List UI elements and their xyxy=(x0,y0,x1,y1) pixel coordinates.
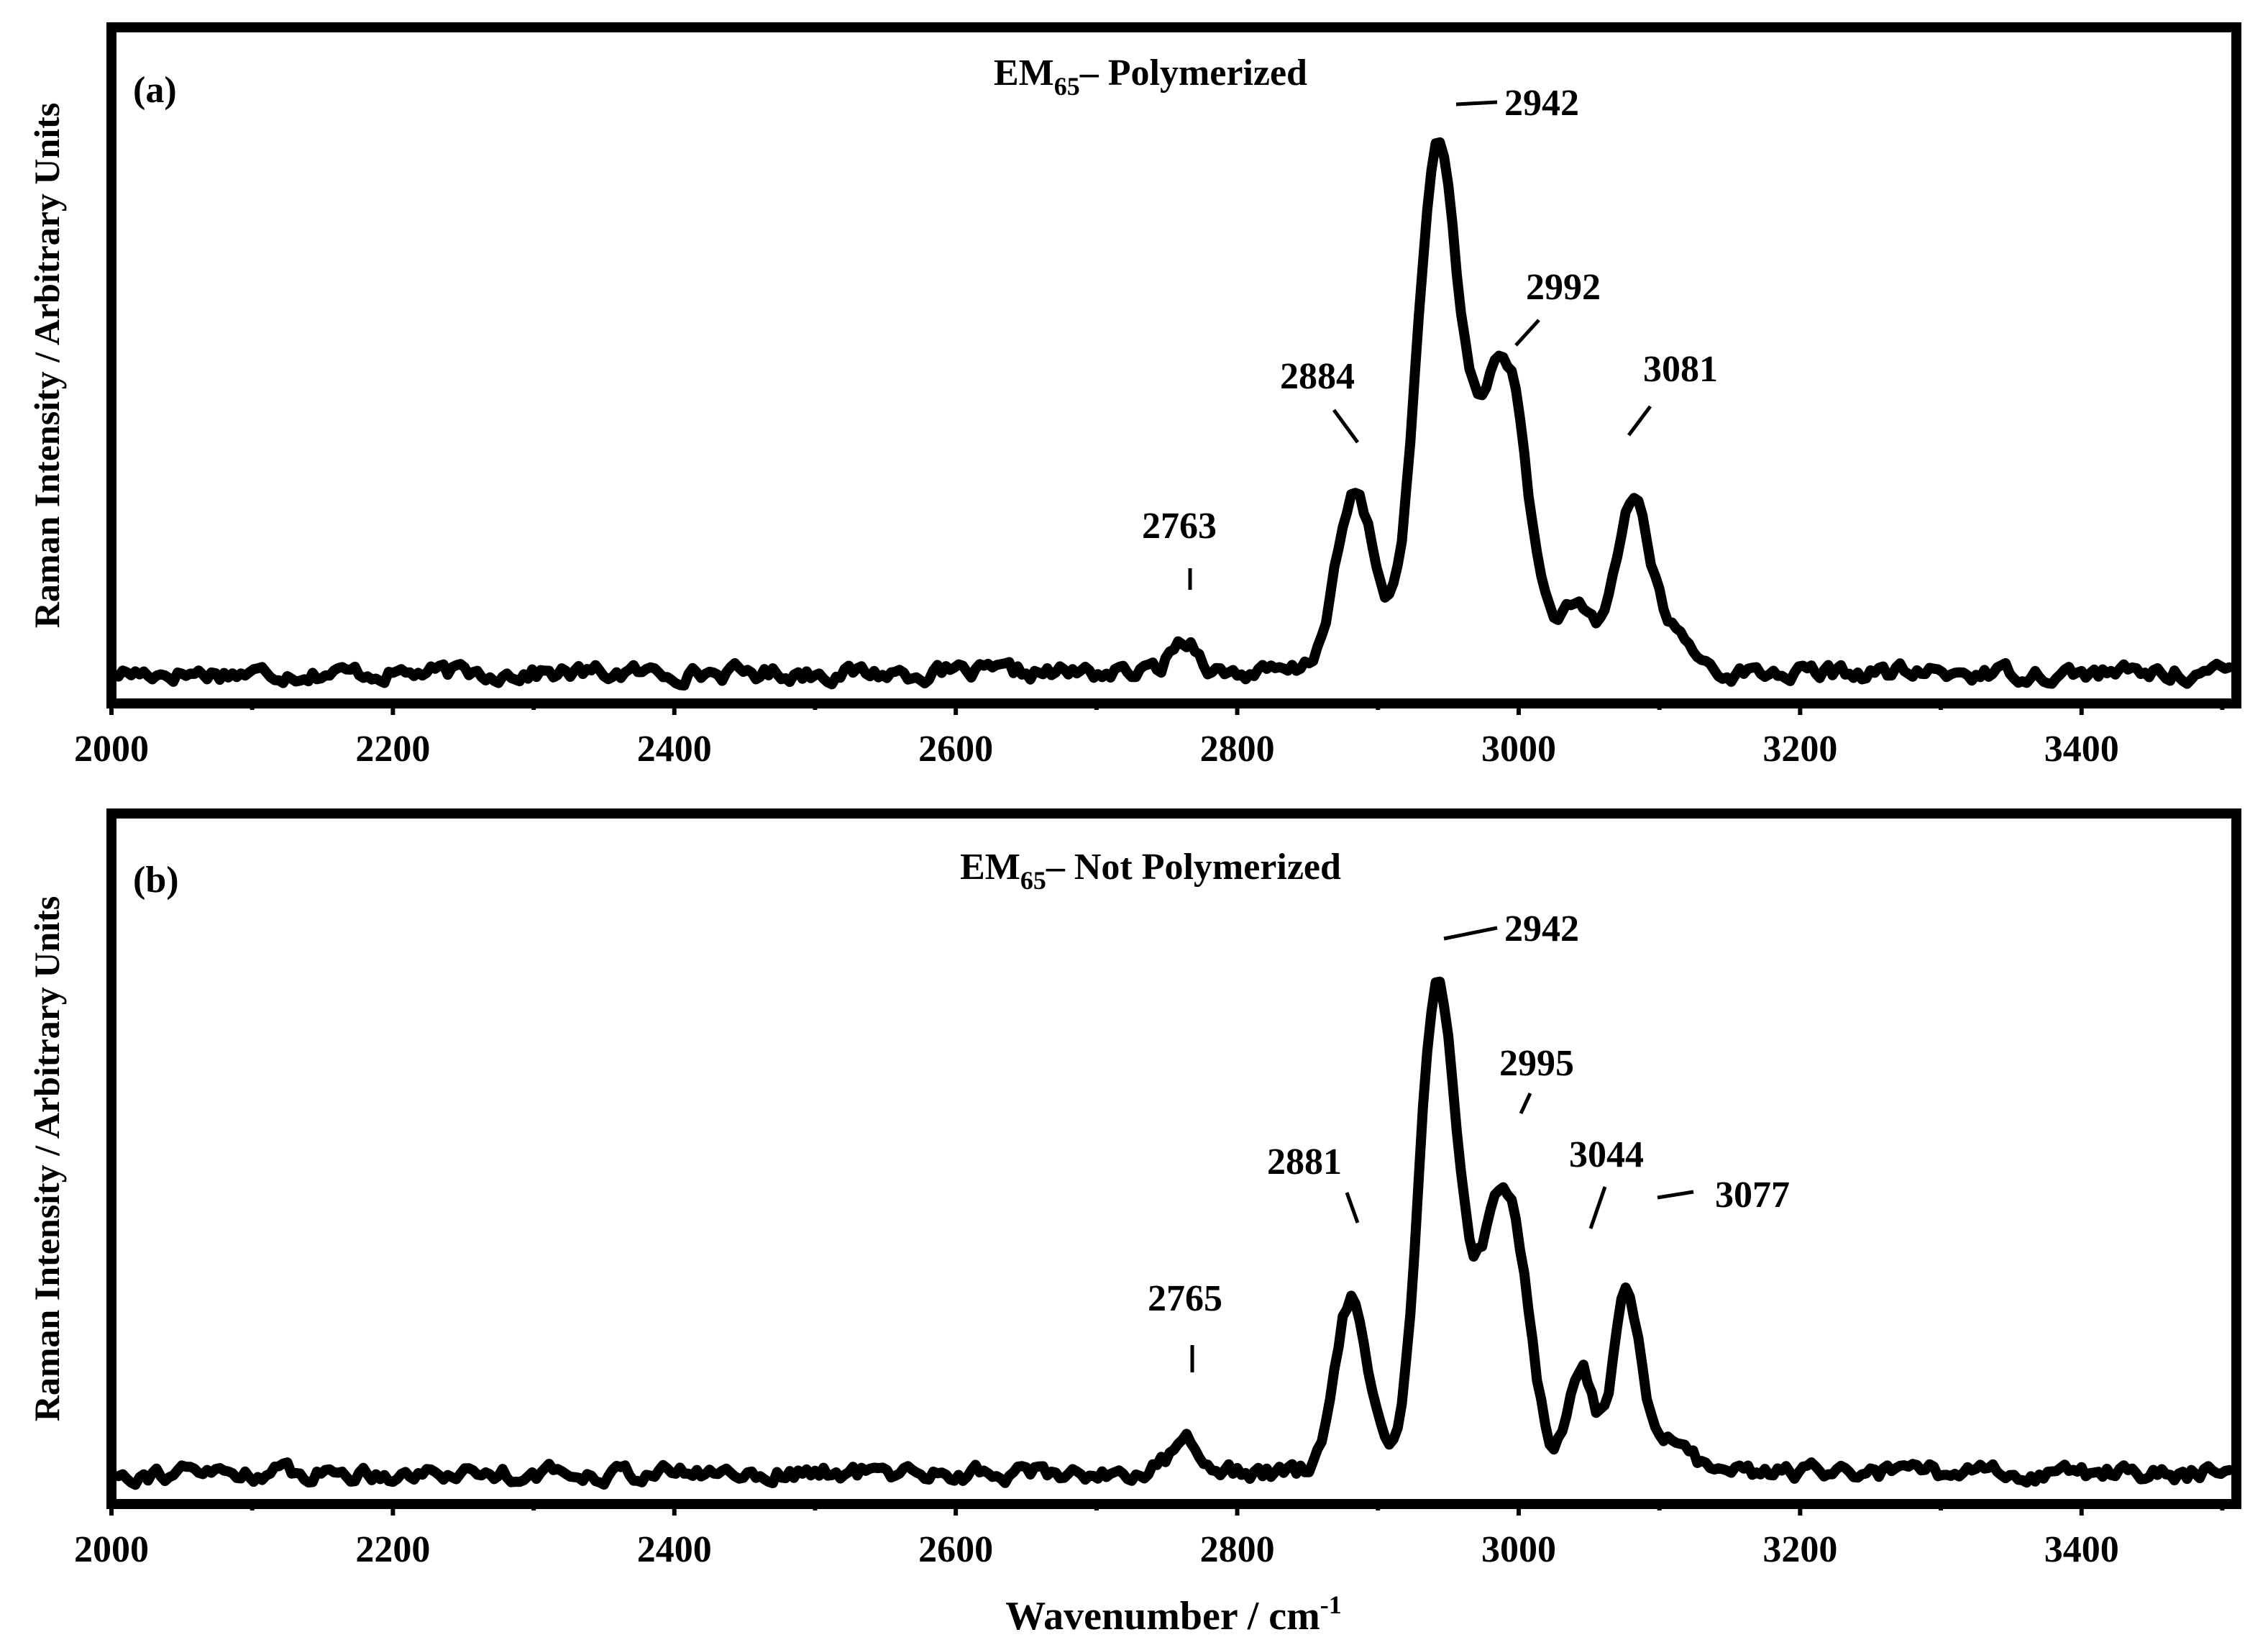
panel-a-title: EM65– Polymerized xyxy=(994,53,1307,101)
peak-label-a-2942: 2942 xyxy=(1504,83,1579,124)
peak-label-b-2765: 2765 xyxy=(1148,1278,1222,1319)
peak-leader-a-2942 xyxy=(1455,100,1498,106)
x-tick-label-3200: 3200 xyxy=(1762,1529,1837,1570)
x-axis-label-main: Wavenumber / cm xyxy=(1005,1594,1320,1639)
x-axis-label-superscript: -1 xyxy=(1320,1590,1342,1619)
y-axis-label-b: Raman Intensity / Arbitrary Units xyxy=(27,896,67,1422)
x-tick-label-2200: 2200 xyxy=(355,1529,430,1570)
panel-b-title: EM65– Not Polymerized xyxy=(960,847,1341,895)
x-tick-label-2800: 2800 xyxy=(1200,1529,1275,1570)
y-axis-label-a: Raman Intensity / Arbitrary Units xyxy=(27,103,67,629)
peak-label-a-3081: 3081 xyxy=(1643,349,1718,390)
x-tick-label-2000: 2000 xyxy=(74,1529,149,1570)
peak-label-b-3077: 3077 xyxy=(1715,1175,1790,1216)
peak-label-b-3044: 3044 xyxy=(1569,1134,1644,1175)
peak-label-b-2881: 2881 xyxy=(1267,1142,1342,1183)
panel-b-spectrum-line xyxy=(113,976,2235,1490)
panel-b: 2000 2200 2400 2600 2800 3000 3200 3400 (b) EM6… xyxy=(74,808,2241,1570)
x-tick-label-3000: 3000 xyxy=(1481,729,1556,770)
peak-label-b-2942: 2942 xyxy=(1504,908,1579,949)
panel-a-spectrum-line xyxy=(113,137,2235,691)
peak-leader-b-2881 xyxy=(1345,1192,1360,1224)
panel-a-label: (a) xyxy=(133,70,177,111)
x-tick-label-3000: 3000 xyxy=(1481,1529,1556,1570)
peak-leader-a-3081 xyxy=(1627,405,1652,437)
panel-a-x-tick-labels: 2000 2200 2400 2600 2800 3000 3200 3400 xyxy=(74,729,2119,770)
x-tick-label-3400: 3400 xyxy=(2044,1529,2119,1570)
x-tick-label-2200: 2200 xyxy=(355,729,430,770)
peak-label-a-2992: 2992 xyxy=(1526,267,1601,308)
peak-leader-b-3044 xyxy=(1588,1186,1607,1229)
peak-leader-b-3077 xyxy=(1657,1190,1694,1200)
x-tick-label-3200: 3200 xyxy=(1762,729,1837,770)
panel-b-frame xyxy=(106,808,2241,1509)
peak-label-a-2884: 2884 xyxy=(1280,356,1355,397)
panel-b-title-rest: – Not Polymerized xyxy=(1046,847,1341,888)
panel-a: 2000 2200 2400 2600 2800 3000 3200 3400 (a) EM6… xyxy=(74,22,2241,770)
panel-a-title-rest: – Polymerized xyxy=(1079,53,1307,94)
x-tick-label-2000: 2000 xyxy=(74,729,149,770)
x-axis-label: Wavenumber / cm-1 xyxy=(1005,1590,1342,1639)
panel-a-title-subscript: 65 xyxy=(1054,72,1080,101)
panel-a-title-main: EM xyxy=(994,53,1054,94)
peak-leader-a-2992 xyxy=(1514,319,1540,347)
x-tick-label-2400: 2400 xyxy=(637,1529,712,1570)
panel-b-title-subscript: 65 xyxy=(1020,866,1046,895)
peak-leader-b-2942 xyxy=(1443,926,1498,941)
peak-leader-a-2884 xyxy=(1332,409,1360,444)
panel-b-x-tick-labels: 2000 2200 2400 2600 2800 3000 3200 3400 xyxy=(74,1529,2119,1570)
x-tick-label-2600: 2600 xyxy=(918,729,993,770)
x-tick-label-2600: 2600 xyxy=(918,1529,993,1570)
panel-b-title-main: EM xyxy=(960,847,1020,888)
x-tick-label-2400: 2400 xyxy=(637,729,712,770)
peak-label-b-2995: 2995 xyxy=(1499,1043,1574,1084)
peak-leader-b-2995 xyxy=(1519,1092,1532,1115)
x-tick-label-2800: 2800 xyxy=(1200,729,1275,770)
panel-a-frame xyxy=(106,22,2241,708)
panel-b-label: (b) xyxy=(133,860,179,901)
peak-label-a-2763: 2763 xyxy=(1142,506,1217,547)
panel-b-x-ticks xyxy=(109,1504,2225,1516)
panel-a-x-ticks xyxy=(109,703,2225,715)
x-tick-label-3400: 3400 xyxy=(2044,729,2119,770)
